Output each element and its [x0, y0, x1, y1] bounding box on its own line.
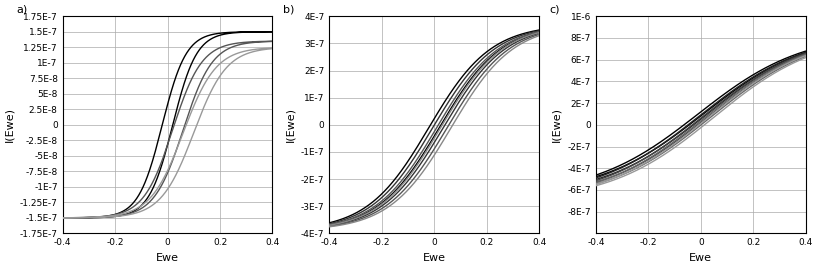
Y-axis label: I(Ewe): I(Ewe): [285, 107, 295, 142]
Text: b): b): [283, 4, 294, 14]
Text: c): c): [550, 4, 560, 14]
Y-axis label: I(Ewe): I(Ewe): [551, 107, 562, 142]
X-axis label: Ewe: Ewe: [156, 253, 179, 263]
Text: a): a): [16, 4, 28, 14]
X-axis label: Ewe: Ewe: [690, 253, 712, 263]
Y-axis label: I(Ewe): I(Ewe): [4, 107, 14, 142]
X-axis label: Ewe: Ewe: [422, 253, 445, 263]
